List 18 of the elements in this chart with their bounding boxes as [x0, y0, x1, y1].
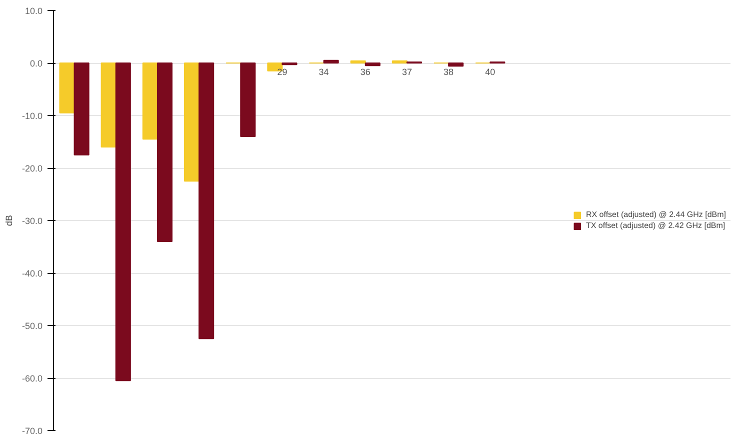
x-tick-label: 34: [318, 67, 329, 77]
y-tick-label: -60.0: [22, 374, 42, 384]
x-tick-label: 40: [485, 67, 496, 77]
y-tick-label: -50.0: [22, 321, 42, 331]
legend-label: TX offset (adjusted) @ 2.42 GHz [dBm]: [586, 221, 726, 230]
x-tick-label: 37: [402, 67, 412, 77]
x-tick-label: 29: [277, 67, 288, 77]
y-tick-label: -20.0: [22, 164, 42, 174]
y-tick-label: -10.0: [22, 111, 42, 121]
y-tick-label: 0.0: [30, 58, 43, 68]
y-axis-title: dB: [4, 214, 14, 226]
legend-label: RX offset (adjusted) @ 2.44 GHz [dBm]: [586, 210, 726, 219]
x-tick-label: 38: [444, 67, 454, 77]
y-tick-label: -70.0: [22, 426, 42, 436]
y-tick-label: -30.0: [22, 216, 42, 226]
y-tick-label: -40.0: [22, 268, 42, 278]
x-tick-label: 36: [360, 67, 370, 77]
y-tick-label: 10.0: [24, 6, 43, 16]
